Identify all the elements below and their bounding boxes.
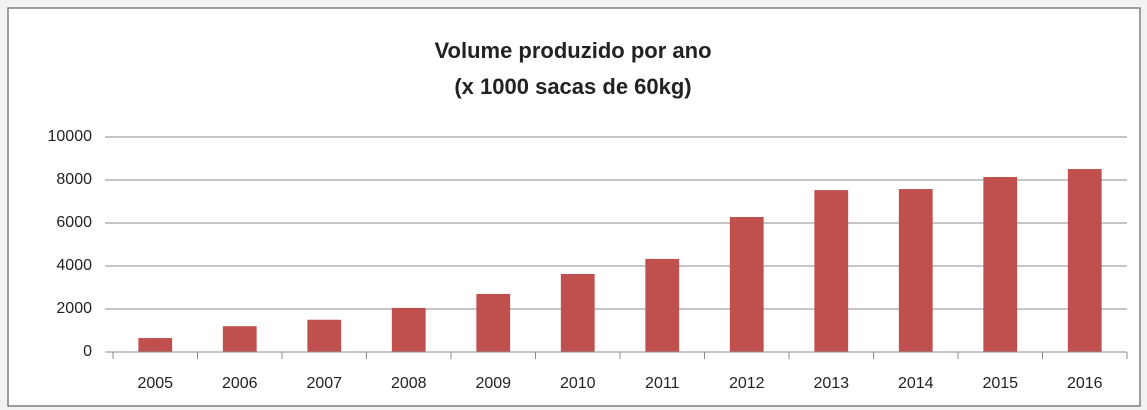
y-tick-label: 2000 [56, 300, 92, 317]
chart-subtitle: (x 1000 sacas de 60kg) [454, 74, 691, 99]
y-tick-label: 0 [83, 343, 92, 360]
x-tick-label: 2013 [813, 375, 849, 392]
y-tick-label: 6000 [56, 214, 92, 231]
bar [138, 338, 173, 352]
chart-title: Volume produzido por ano [434, 38, 711, 63]
bar [560, 273, 595, 352]
bar [476, 293, 511, 352]
x-tick-label: 2011 [645, 375, 680, 392]
x-tick-label: 2012 [729, 375, 765, 392]
bar [814, 190, 849, 352]
x-tick-label: 2005 [137, 375, 173, 392]
bar [307, 319, 342, 352]
bar [983, 176, 1018, 352]
bar [391, 307, 426, 352]
y-tick-label: 4000 [56, 257, 92, 274]
bar [898, 189, 933, 352]
x-tick-label: 2006 [222, 375, 258, 392]
bar [729, 216, 764, 352]
x-tick-label: 2014 [898, 375, 934, 392]
x-tick-label: 2007 [306, 375, 342, 392]
x-tick-label: 2010 [560, 375, 596, 392]
x-tick-label: 2009 [475, 375, 511, 392]
x-tick-label: 2008 [391, 375, 427, 392]
bar [1067, 169, 1102, 352]
x-tick-label: 2016 [1067, 375, 1103, 392]
x-tick-label: 2015 [982, 375, 1018, 392]
y-tick-label: 8000 [56, 171, 92, 188]
bar [222, 326, 257, 352]
y-tick-label: 10000 [48, 128, 93, 145]
bar [645, 258, 680, 352]
